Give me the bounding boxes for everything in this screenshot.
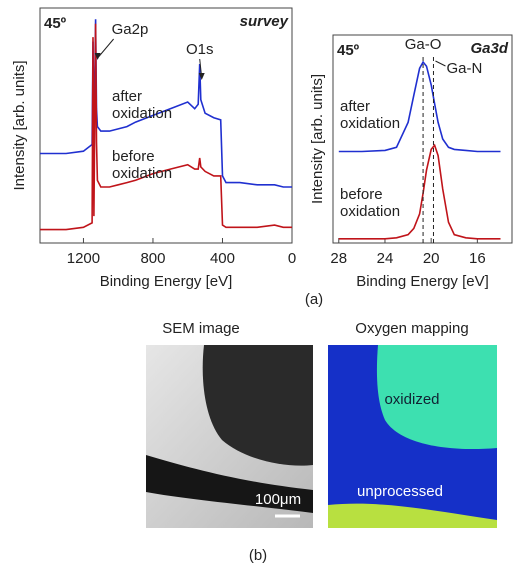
image-title: Oxygen mapping	[355, 320, 468, 337]
panel-label: (a)	[305, 291, 323, 308]
x-tick-label: 0	[288, 250, 296, 267]
x-axis-label: Binding Energy [eV]	[100, 273, 233, 290]
peak-arrow	[98, 39, 114, 58]
figure: (a) SEM image 100μm Oxygen mapping oxidi…	[0, 0, 523, 571]
x-axis-label: Binding Energy [eV]	[356, 273, 489, 290]
x-tick-label: 16	[469, 250, 486, 267]
region-label: unprocessed	[357, 483, 443, 500]
x-tick-label: 400	[210, 250, 235, 267]
series-label: before oxidation	[112, 148, 192, 182]
chart-title: Ga3d	[470, 40, 508, 57]
plot-frame	[40, 8, 292, 243]
reference-label: Ga-N	[446, 60, 482, 77]
series-label: after oxidation	[340, 98, 420, 132]
figure-svg: (a) SEM image 100μm Oxygen mapping oxidi…	[0, 0, 523, 571]
annotation: 45º	[44, 15, 67, 32]
x-tick-label: 1200	[67, 250, 100, 267]
oxygen-map	[328, 345, 497, 528]
x-tick-label: 800	[140, 250, 165, 267]
panel-label: (b)	[249, 547, 267, 564]
peak-label: Ga2p	[112, 21, 149, 38]
region-label: oxidized	[384, 391, 439, 408]
annotation: 45º	[337, 42, 360, 59]
x-tick-label: 28	[330, 250, 347, 267]
reference-leader	[435, 61, 445, 66]
series-line	[40, 24, 292, 230]
chart-title: survey	[240, 13, 289, 30]
y-axis-label: Intensity [arb. units]	[309, 74, 326, 204]
series-label: after oxidation	[112, 88, 192, 122]
scale-bar-label: 100μm	[255, 491, 301, 508]
peak-label: O1s	[186, 41, 214, 58]
reference-label: Ga-O	[405, 36, 442, 53]
x-tick-label: 20	[423, 250, 440, 267]
y-axis-label: Intensity [arb. units]	[11, 60, 28, 190]
image-title: SEM image	[162, 320, 240, 337]
x-tick-label: 24	[377, 250, 394, 267]
series-label: before oxidation	[340, 186, 420, 220]
